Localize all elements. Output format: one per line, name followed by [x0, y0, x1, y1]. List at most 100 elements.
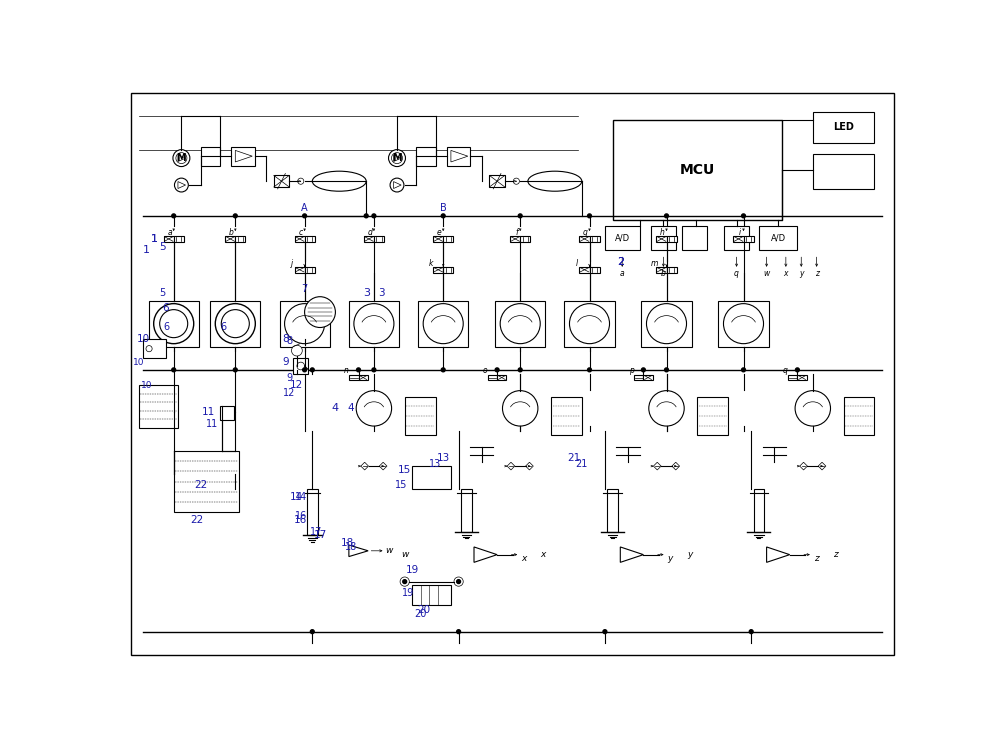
- Text: 9: 9: [282, 357, 289, 367]
- Text: z: z: [814, 554, 819, 563]
- Circle shape: [173, 149, 190, 166]
- Bar: [634, 375, 643, 380]
- Circle shape: [649, 391, 684, 426]
- Bar: [666, 236, 677, 242]
- Text: M: M: [392, 153, 402, 163]
- Bar: [495, 300, 545, 347]
- Bar: [788, 375, 797, 380]
- Circle shape: [172, 214, 176, 218]
- Text: p: p: [629, 366, 634, 375]
- Circle shape: [749, 630, 753, 633]
- Circle shape: [403, 579, 407, 584]
- Bar: [305, 267, 315, 272]
- Text: 11: 11: [202, 407, 215, 417]
- Text: f: f: [515, 227, 518, 237]
- Text: d: d: [368, 227, 372, 237]
- Bar: [590, 236, 600, 242]
- Text: 1: 1: [151, 234, 158, 244]
- Circle shape: [310, 368, 314, 371]
- Bar: [416, 147, 436, 166]
- Circle shape: [233, 368, 237, 371]
- Text: z: z: [815, 269, 819, 278]
- Bar: [349, 375, 358, 380]
- Circle shape: [172, 368, 176, 371]
- Bar: [597, 104, 894, 289]
- Bar: [551, 397, 582, 435]
- Text: y: y: [799, 269, 804, 278]
- Bar: [590, 267, 600, 272]
- Bar: [759, 226, 797, 251]
- Text: y: y: [668, 554, 673, 563]
- Text: 14: 14: [295, 492, 307, 502]
- Circle shape: [292, 345, 302, 356]
- Bar: [697, 397, 728, 435]
- Text: 22: 22: [194, 480, 207, 491]
- Text: B: B: [440, 204, 447, 213]
- Circle shape: [441, 214, 445, 218]
- Bar: [579, 236, 590, 242]
- Bar: [231, 147, 255, 166]
- Circle shape: [518, 214, 522, 218]
- Bar: [656, 267, 666, 272]
- Bar: [718, 300, 769, 347]
- Ellipse shape: [528, 171, 582, 191]
- Text: 4: 4: [332, 403, 339, 414]
- Circle shape: [518, 368, 522, 371]
- Circle shape: [423, 303, 463, 343]
- Text: 14: 14: [290, 492, 304, 502]
- Text: 1: 1: [151, 234, 158, 244]
- Bar: [349, 300, 399, 347]
- Bar: [295, 236, 305, 242]
- Text: k: k: [429, 259, 433, 268]
- Text: x: x: [784, 269, 788, 278]
- Bar: [358, 375, 368, 380]
- Circle shape: [154, 303, 194, 343]
- Circle shape: [215, 303, 255, 343]
- Bar: [744, 236, 754, 242]
- Bar: [461, 489, 472, 531]
- Text: 19: 19: [406, 565, 419, 575]
- Circle shape: [646, 303, 687, 343]
- Bar: [280, 300, 330, 347]
- Text: e: e: [437, 227, 442, 237]
- Text: b: b: [229, 227, 234, 237]
- Bar: [579, 267, 590, 272]
- Text: g: g: [583, 227, 588, 237]
- Bar: [374, 236, 384, 242]
- Bar: [643, 375, 653, 380]
- Circle shape: [233, 214, 237, 218]
- Text: h: h: [660, 227, 665, 237]
- Circle shape: [603, 630, 607, 633]
- Circle shape: [513, 178, 519, 184]
- Text: 2: 2: [617, 257, 624, 267]
- Bar: [443, 236, 453, 242]
- Circle shape: [665, 368, 668, 371]
- Text: A/D: A/D: [771, 234, 786, 243]
- Text: 4: 4: [347, 403, 354, 414]
- Bar: [307, 489, 318, 536]
- Text: 8: 8: [286, 337, 292, 346]
- Circle shape: [357, 368, 360, 371]
- Bar: [510, 236, 520, 242]
- Bar: [641, 300, 692, 347]
- Circle shape: [795, 391, 831, 426]
- Circle shape: [742, 368, 745, 371]
- Text: LED: LED: [833, 122, 854, 132]
- Text: A: A: [301, 204, 308, 213]
- Text: 17: 17: [313, 531, 327, 540]
- Circle shape: [441, 368, 445, 371]
- Circle shape: [641, 368, 645, 371]
- Bar: [201, 147, 220, 166]
- Text: 9: 9: [286, 372, 292, 383]
- Bar: [295, 267, 305, 272]
- Text: M: M: [177, 153, 186, 163]
- Circle shape: [588, 214, 591, 218]
- Bar: [607, 489, 618, 531]
- Bar: [564, 300, 615, 347]
- Bar: [666, 267, 677, 272]
- Bar: [293, 358, 308, 374]
- Bar: [143, 339, 166, 358]
- Circle shape: [221, 309, 249, 337]
- Circle shape: [297, 362, 305, 370]
- Bar: [149, 300, 199, 347]
